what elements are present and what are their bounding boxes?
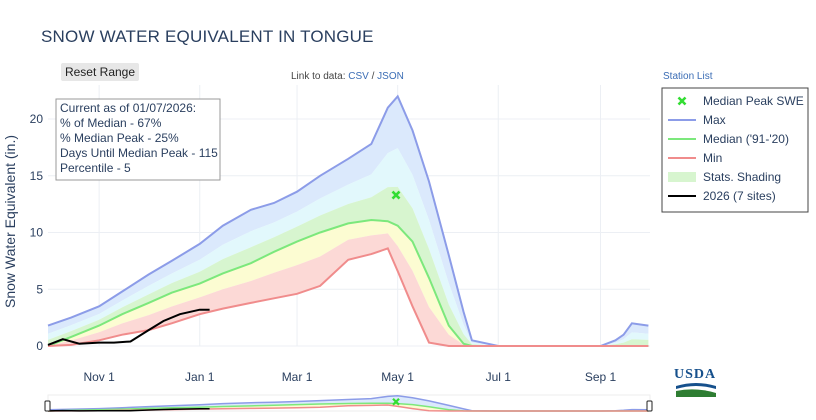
info-line-2: % of Median - 67% bbox=[60, 116, 162, 130]
info-box: Current as of 01/07/2026: % of Median - … bbox=[55, 98, 221, 181]
reset-range-button[interactable]: Reset Range bbox=[61, 63, 139, 81]
data-links: Link to data: CSV / JSON bbox=[291, 71, 404, 82]
usda-logo: USDA bbox=[674, 368, 718, 398]
info-line-5: Percentile - 5 bbox=[60, 161, 131, 175]
min-line bbox=[47, 247, 649, 347]
legend-label: Min bbox=[703, 151, 722, 165]
x-tick-label: Sep 1 bbox=[585, 370, 617, 384]
y-tick-label: 0 bbox=[36, 339, 43, 353]
x-tick-label: Jan 1 bbox=[185, 370, 215, 384]
legend-shading-symbol bbox=[668, 172, 696, 182]
chart-title: SNOW WATER EQUIVALENT IN TONGUE bbox=[41, 27, 374, 46]
x-tick-label: Mar 1 bbox=[282, 370, 313, 384]
csv-link[interactable]: CSV bbox=[348, 71, 369, 82]
legend-label: 2026 (7 sites) bbox=[703, 189, 776, 203]
json-link[interactable]: JSON bbox=[377, 71, 404, 82]
legend-label: Max bbox=[703, 113, 726, 127]
legend-box bbox=[661, 87, 809, 213]
info-line-4: Days Until Median Peak - 115 bbox=[60, 146, 218, 160]
shading-band-30-min bbox=[48, 233, 649, 346]
x-tick-label: Jul 1 bbox=[486, 370, 512, 384]
range-slider[interactable] bbox=[44, 394, 653, 412]
x-tick-label: Nov 1 bbox=[83, 370, 115, 384]
legend-label: Median Peak SWE bbox=[703, 94, 804, 108]
y-tick-label: 20 bbox=[30, 112, 44, 126]
range-handle-left[interactable] bbox=[44, 400, 51, 412]
range-current-line bbox=[47, 408, 210, 412]
link-prefix: Link to data: bbox=[291, 71, 346, 82]
legend-label: Median ('91-'20) bbox=[703, 132, 789, 146]
info-line-3: % Median Peak - 25% bbox=[60, 131, 179, 145]
info-line-1: Current as of 01/07/2026: bbox=[60, 101, 196, 115]
y-tick-label: 10 bbox=[30, 226, 44, 240]
y-tick-label: 15 bbox=[30, 169, 44, 183]
range-peak-marker bbox=[392, 397, 400, 406]
usda-logo-text: USDA bbox=[674, 367, 717, 382]
range-handle-right[interactable] bbox=[646, 400, 653, 412]
station-list-link[interactable]: Station List bbox=[663, 71, 713, 82]
link-separator: / bbox=[371, 71, 375, 82]
shading-band-90-70 bbox=[48, 148, 649, 346]
legend-peak-symbol bbox=[677, 96, 687, 106]
shading-band-70-50 bbox=[48, 186, 649, 346]
current-year-line bbox=[47, 308, 210, 346]
median-peak-marker bbox=[391, 190, 401, 200]
x-tick-label: May 1 bbox=[381, 370, 414, 384]
y-axis-label: Snow Water Equivalent (in.) bbox=[2, 135, 18, 308]
legend: Median Peak SWE Max Median ('91-'20) Min Sta… bbox=[661, 87, 809, 213]
usda-logo-mark bbox=[676, 383, 716, 397]
legend-label: Stats. Shading bbox=[703, 170, 781, 184]
y-tick-label: 5 bbox=[36, 282, 43, 296]
